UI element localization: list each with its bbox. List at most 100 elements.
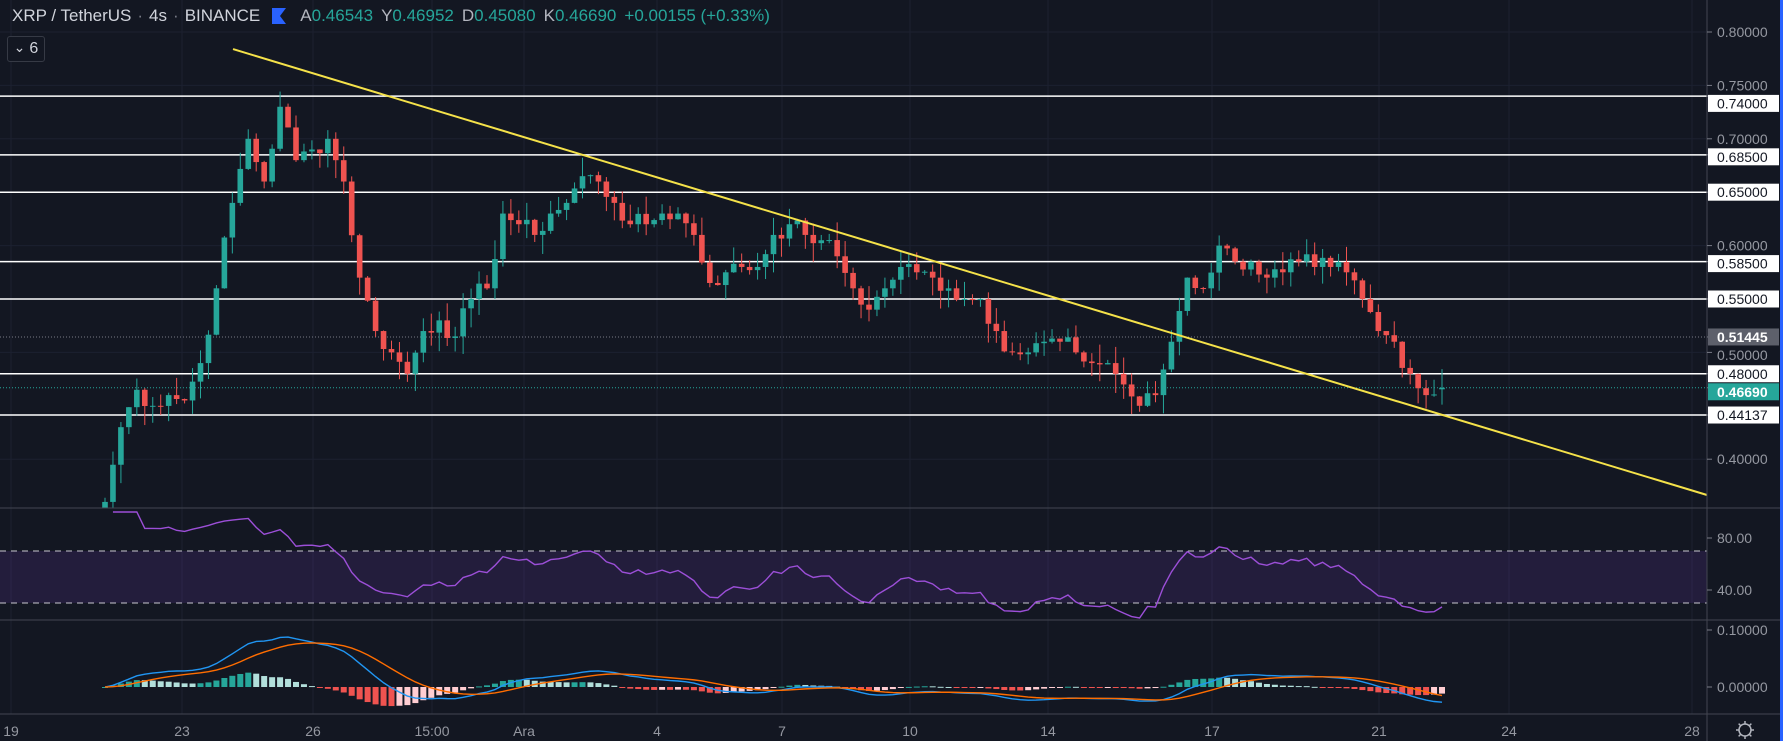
macd-histogram-bar xyxy=(1041,687,1048,689)
candle-body xyxy=(476,283,482,299)
candle-body xyxy=(1375,312,1382,332)
collapse-indicators-button[interactable]: ⌄ 6 xyxy=(7,36,45,62)
candle-body xyxy=(261,162,267,182)
price-tick-label: 0.75000 xyxy=(1717,77,1768,93)
candle-body xyxy=(555,209,562,214)
candle-body xyxy=(667,213,673,220)
price-tick-label: 0.40000 xyxy=(1717,451,1768,467)
candle-body xyxy=(396,352,403,362)
candle-body xyxy=(945,288,952,291)
price-change: +0.00155 (+0.33%) xyxy=(624,6,770,25)
macd-histogram-bar xyxy=(1208,678,1215,687)
candle-body xyxy=(929,271,936,278)
macd-histogram-bar xyxy=(1168,684,1175,687)
candle-body xyxy=(802,220,809,235)
candle-body xyxy=(587,175,594,177)
trendline[interactable] xyxy=(232,48,1708,496)
candle-body xyxy=(738,263,745,267)
macd-histogram-bar xyxy=(1184,679,1191,687)
macd-histogram-bar xyxy=(667,687,674,690)
candle-body xyxy=(818,240,825,244)
macd-histogram-bar xyxy=(873,687,880,691)
candle-body xyxy=(1343,261,1350,273)
macd-histogram-bar xyxy=(491,683,498,687)
rsi-tick-label: 80.00 xyxy=(1717,530,1752,546)
time-label: 4 xyxy=(653,723,661,739)
rsi-pane xyxy=(0,511,1707,619)
macd-histogram-bar xyxy=(921,686,928,688)
macd-histogram-bar xyxy=(428,687,435,698)
macd-histogram-bar xyxy=(706,687,713,693)
macd-histogram-bar xyxy=(969,687,976,688)
candle-body xyxy=(1423,388,1429,396)
candle-body xyxy=(444,320,451,338)
macd-histogram-bar xyxy=(396,687,403,706)
level-price-label-bg xyxy=(1708,406,1779,424)
candle-body xyxy=(1200,288,1207,290)
macd-histogram-bar xyxy=(332,687,339,691)
macd-histogram-bar xyxy=(149,680,156,687)
level-price-label: 0.55000 xyxy=(1717,291,1768,307)
candle-body xyxy=(404,361,411,374)
candle-body xyxy=(1280,269,1286,273)
ohlc-open: A0.46543 xyxy=(300,6,373,26)
gear-icon[interactable] xyxy=(1736,721,1754,739)
macd-histogram-bar xyxy=(1351,687,1358,689)
gear-icon-tooth xyxy=(1738,733,1742,737)
macd-histogram-bar xyxy=(197,683,204,687)
macd-histogram-bar xyxy=(1057,687,1063,688)
candle-body xyxy=(500,213,506,260)
gear-icon-tooth xyxy=(1748,723,1752,727)
time-label: Ara xyxy=(513,723,535,739)
interval[interactable]: 4s xyxy=(149,6,168,25)
macd-histogram-bar xyxy=(189,683,196,687)
level-price-label: 0.65000 xyxy=(1717,184,1768,200)
macd-histogram-bar xyxy=(1096,687,1103,688)
level-price-label-bg xyxy=(1708,290,1779,308)
macd-histogram-bar xyxy=(1399,687,1406,695)
macd-histogram-bar xyxy=(1248,681,1254,687)
macd-tick-label: 0.00000 xyxy=(1717,679,1768,695)
macd-histogram-bar xyxy=(1287,685,1294,687)
candle-body xyxy=(539,230,546,235)
candle-body xyxy=(961,299,968,300)
candle-body xyxy=(691,223,697,235)
candle-body xyxy=(356,235,363,278)
candle-body xyxy=(221,237,228,289)
macd-histogram-bar xyxy=(1112,687,1119,688)
macd-histogram-bar xyxy=(1279,685,1286,687)
ohlc-high-value: 0.46952 xyxy=(392,6,454,25)
macd-histogram-bar xyxy=(961,687,968,688)
macd-histogram-bar xyxy=(778,686,785,688)
macd-histogram-bar xyxy=(1319,687,1326,688)
candle-body xyxy=(340,160,347,182)
macd-histogram-bar xyxy=(1128,687,1135,689)
macd-histogram-bar xyxy=(348,687,355,696)
candle-body xyxy=(659,213,665,221)
candle-body xyxy=(452,336,458,338)
macd-histogram-bar xyxy=(555,682,562,687)
candle-body xyxy=(571,188,578,203)
candle-body xyxy=(1335,261,1342,267)
macd-histogram-bar xyxy=(810,685,817,687)
macd-histogram-bar xyxy=(1383,687,1390,694)
candle-body xyxy=(1367,299,1374,313)
horizontal-levels[interactable] xyxy=(0,95,1707,416)
candle-body xyxy=(118,427,124,465)
macd-histogram-bar xyxy=(420,687,427,701)
rsi-tick-label: 40.00 xyxy=(1717,582,1752,598)
candle-body xyxy=(1049,338,1055,342)
price-tick-label: 0.70000 xyxy=(1717,131,1768,147)
candle-body xyxy=(842,256,848,273)
macd-histogram-bar xyxy=(1001,687,1008,690)
candle-body xyxy=(269,148,275,182)
flag-icon[interactable] xyxy=(272,8,287,24)
macd-histogram-bar xyxy=(221,677,228,687)
candle-body xyxy=(1264,274,1270,278)
macd-histogram-bar xyxy=(324,687,331,689)
candle-body xyxy=(213,288,220,335)
symbol-name[interactable]: XRP / TetherUS xyxy=(12,6,132,25)
macd-histogram-bar xyxy=(539,681,546,687)
